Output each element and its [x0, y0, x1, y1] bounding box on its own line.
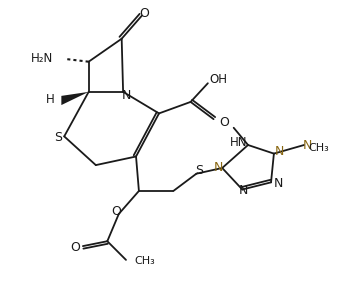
- Text: O: O: [219, 116, 228, 129]
- Text: CH₃: CH₃: [308, 143, 329, 153]
- Polygon shape: [61, 92, 89, 105]
- Text: HN: HN: [229, 136, 247, 149]
- Text: O: O: [70, 241, 80, 254]
- Text: O: O: [111, 205, 121, 218]
- Text: N: N: [302, 139, 312, 152]
- Text: S: S: [55, 131, 62, 144]
- Text: OH: OH: [209, 73, 227, 86]
- Text: N: N: [274, 177, 283, 190]
- Text: N: N: [239, 184, 249, 197]
- Text: N: N: [275, 145, 284, 158]
- Text: S: S: [195, 164, 203, 177]
- Text: N: N: [214, 162, 223, 175]
- Text: N: N: [121, 89, 131, 102]
- Text: O: O: [139, 7, 149, 20]
- Text: H₂N: H₂N: [30, 52, 53, 65]
- Text: CH₃: CH₃: [135, 256, 155, 266]
- Text: H: H: [45, 93, 54, 106]
